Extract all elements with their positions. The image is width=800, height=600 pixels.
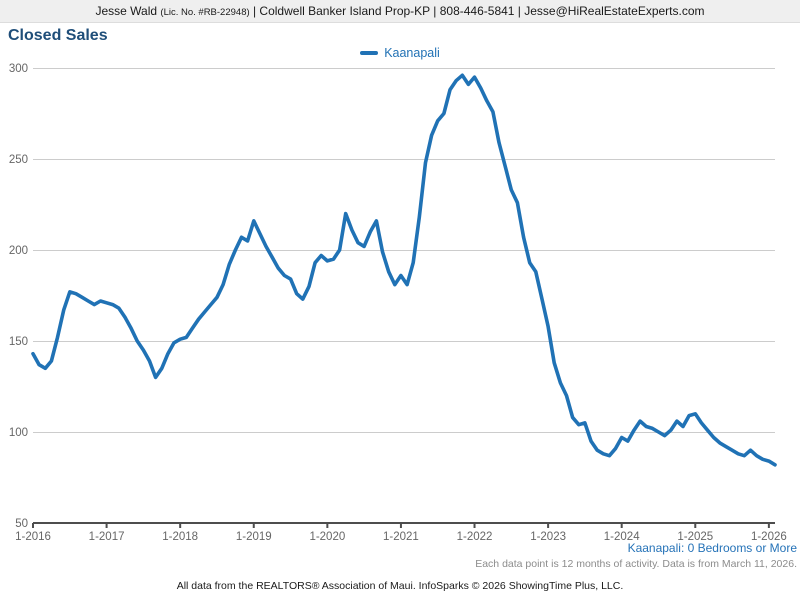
legend-line-swatch	[360, 51, 379, 55]
legend[interactable]: Kaanapali	[0, 45, 800, 61]
y-tick-label-50: 50	[15, 518, 28, 530]
x-tick-label-1-2019: 1-2019	[236, 531, 272, 543]
agent-name: Jesse Wald	[95, 4, 161, 18]
x-tick-label-1-2016: 1-2016	[15, 531, 51, 543]
agent-license: (Lic. No. #RB-22948)	[160, 7, 250, 18]
data-note: Each data point is 12 months of activity…	[475, 558, 797, 570]
y-tick-label-300: 300	[9, 63, 28, 75]
x-tick-label-1-2023: 1-2023	[530, 531, 566, 543]
agent-contact: | Coldwell Banker Island Prop-KP | 808-4…	[249, 4, 705, 18]
series-filter-description: Kaanapali: 0 Bedrooms or More	[627, 541, 797, 555]
agent-header: Jesse Wald (Lic. No. #RB-22948) | Coldwe…	[0, 0, 800, 23]
x-tick-label-1-2026: 1-2026	[751, 531, 787, 543]
y-tick-label-150: 150	[9, 336, 28, 348]
series-line-kaanapali[interactable]	[31, 73, 777, 467]
y-axis-labels: 50 100 150 200 250 300	[9, 63, 28, 530]
legend-label: Kaanapali	[384, 46, 440, 60]
y-tick-label-100: 100	[9, 427, 28, 439]
attribution: All data from the REALTORS® Association …	[176, 580, 624, 592]
x-tick-label-1-2024: 1-2024	[604, 531, 640, 543]
x-tick-label-1-2021: 1-2021	[383, 531, 419, 543]
x-axis-ticks-labels: 1-2016 1-2017 1-2018 1-2019 1-2020 1-2021 1-20…	[15, 523, 787, 543]
x-tick-label-1-2020: 1-2020	[309, 531, 345, 543]
page-title: Closed Sales	[8, 27, 108, 44]
y-tick-label-250: 250	[9, 154, 28, 166]
gridlines	[33, 68, 775, 433]
x-tick-label-1-2017: 1-2017	[89, 531, 125, 543]
x-tick-label-1-2018: 1-2018	[162, 531, 198, 543]
x-tick-label-1-2025: 1-2025	[677, 531, 713, 543]
x-tick-label-1-2022: 1-2022	[457, 531, 493, 543]
y-tick-label-200: 200	[9, 245, 28, 257]
